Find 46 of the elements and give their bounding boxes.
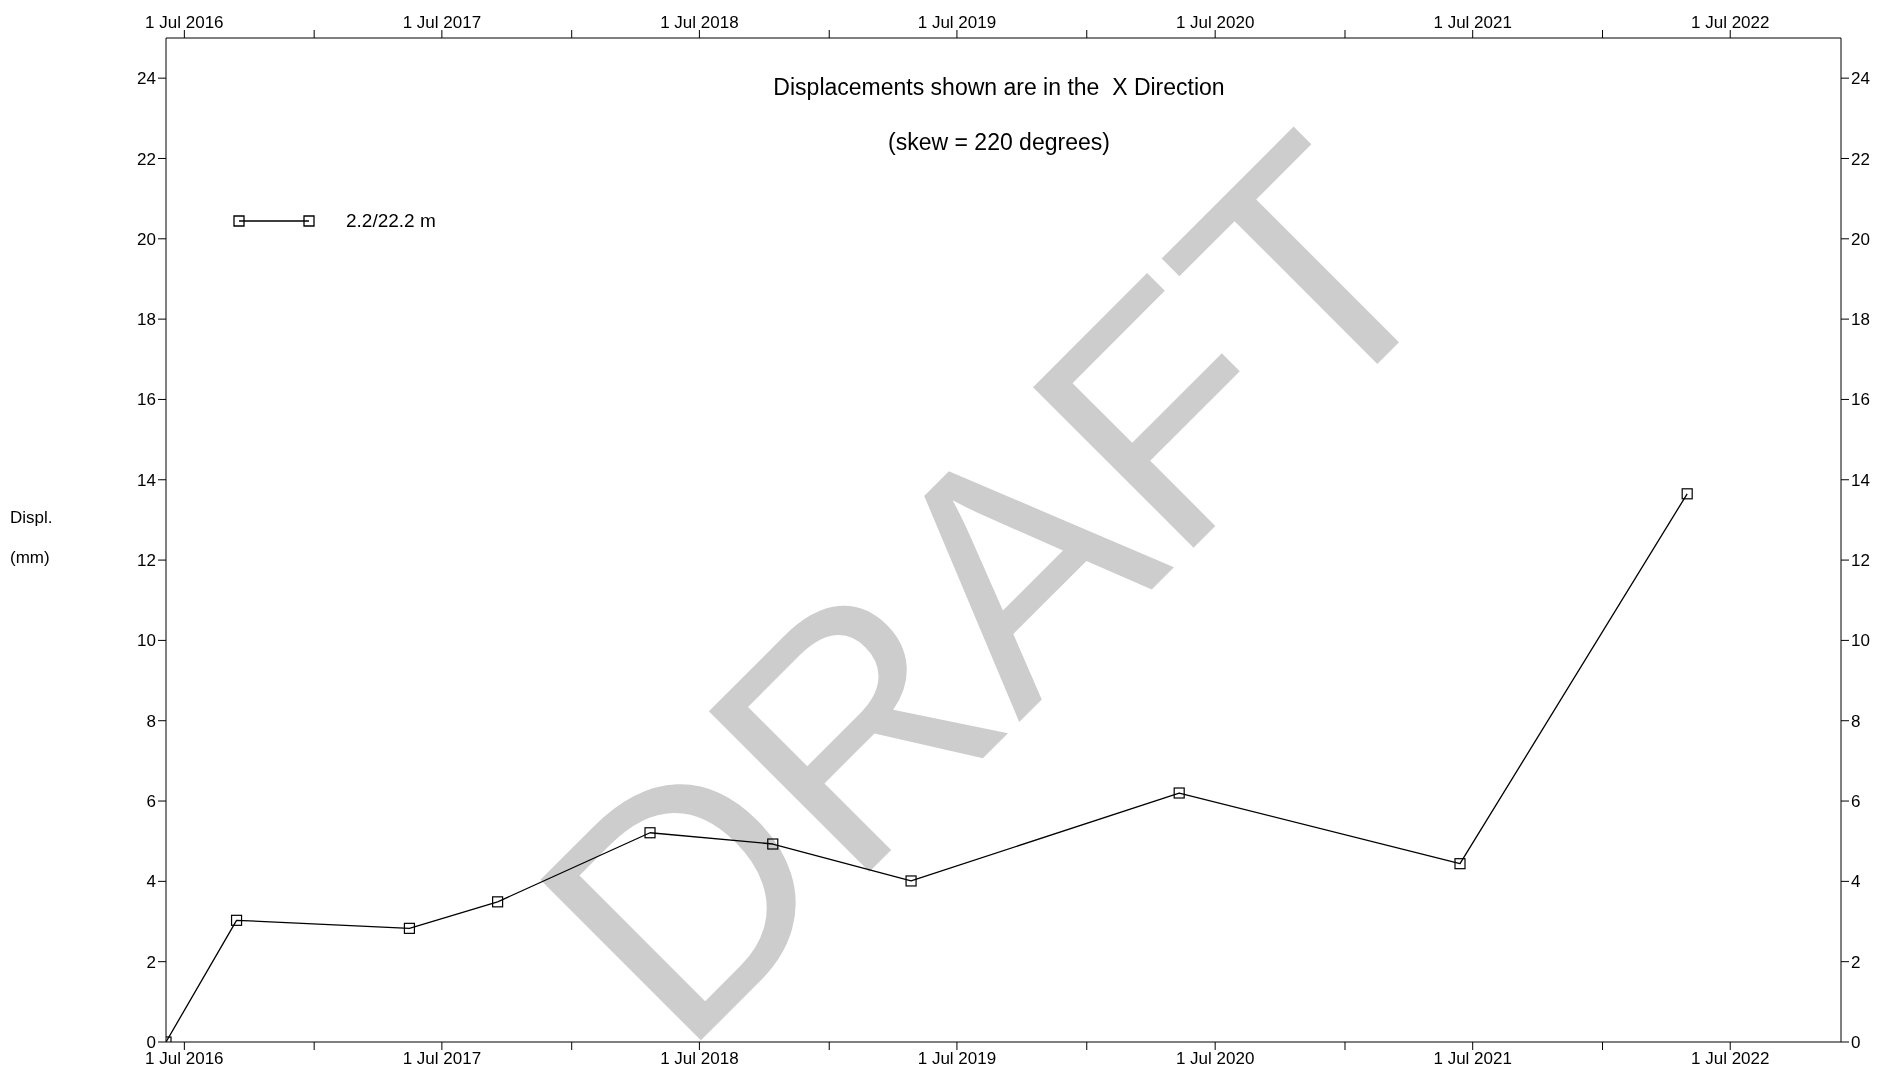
x-tick-label: 1 Jul 2016 (145, 13, 224, 32)
y-tick-label: 6 (146, 792, 156, 812)
y2-tick-label: 8 (1851, 711, 1861, 731)
point (1681, 488, 1693, 500)
y-tick-label: 22 (137, 149, 156, 169)
y-tick-label: 12 (137, 551, 156, 571)
legend-label: 2.2/22.2 m (346, 210, 436, 232)
point (1454, 858, 1466, 870)
x-tick-label: 1 Jul 2018 (660, 13, 739, 32)
y-tick-label: 8 (146, 711, 156, 731)
y-tick-label: 2 (146, 952, 156, 972)
y2-tick-label: 18 (1851, 310, 1870, 330)
x-tick-label: 1 Jul 2020 (1175, 13, 1255, 32)
y-tick-label: 14 (137, 470, 156, 490)
y2-tick-label: 14 (1851, 470, 1870, 490)
y2-tick-label: 4 (1851, 872, 1861, 892)
x2-tick-label: 1 Jul 2019 (917, 1049, 997, 1069)
x2-tick-label: 1 Jul 2021 (1433, 1049, 1512, 1069)
y-tick-label: 10 (137, 631, 156, 651)
point (403, 922, 416, 934)
y-tick-label: 20 (137, 229, 156, 249)
x-tick-label: 1 Jul 2022 (1691, 13, 1770, 32)
text: Displ. (mm) (10, 508, 53, 567)
x2-tick-label: 1 Jul 2018 (660, 1049, 739, 1069)
y-tick-label: 24 (137, 69, 156, 89)
y2-tick-label: 16 (1851, 390, 1870, 410)
y-tick-label: 18 (137, 310, 156, 330)
y2-tick-label: 24 (1851, 69, 1870, 89)
point (230, 914, 243, 926)
y2-tick-label: 20 (1851, 229, 1870, 249)
y2-tick-label: 22 (1851, 149, 1870, 169)
y2-tick-label: 2 (1851, 952, 1861, 972)
y-tick-label: 16 (137, 390, 156, 410)
x-tick-label: 1 Jul 2021 (1433, 13, 1512, 32)
x-tick-label: 1 Jul 2019 (917, 13, 997, 32)
point (492, 896, 504, 908)
x2-tick-label: 1 Jul 2022 (1691, 1049, 1770, 1069)
y-tick-label: 4 (146, 872, 156, 892)
text: Displacements shown are in the X Direction (773, 73, 1225, 101)
y2-tick-label: 6 (1851, 792, 1861, 812)
x-tick-label: 1 Jul 2017 (402, 13, 482, 32)
x2-tick-label: 1 Jul 2020 (1175, 1049, 1255, 1069)
y2-tick-label: 0 (1851, 1033, 1861, 1053)
y2-tick-label: 10 (1851, 631, 1870, 651)
x2-tick-label: 1 Jul 2017 (402, 1049, 482, 1069)
y2-tick-label: 12 (1851, 551, 1870, 571)
